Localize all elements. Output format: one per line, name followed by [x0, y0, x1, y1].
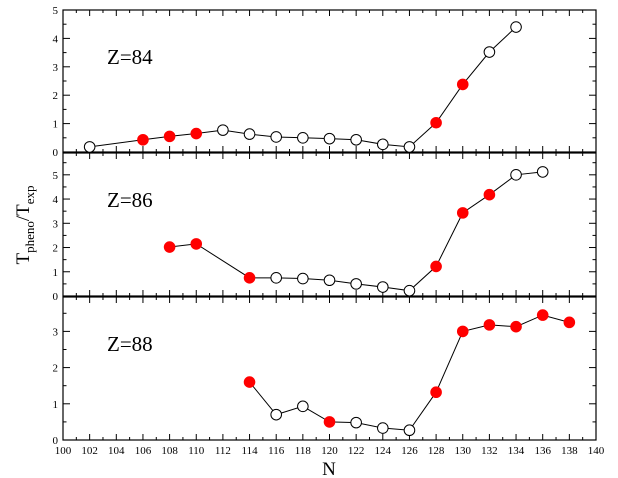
x-axis: 100 102 104 106 108 110 112 114 116 118 120 122 124 1… — [55, 445, 605, 457]
x-tick-label: 122 — [348, 445, 365, 457]
data-point-filled — [510, 320, 522, 333]
data-point-filled — [430, 386, 442, 399]
series-line — [89, 26, 517, 148]
x-tick-label: 100 — [55, 445, 72, 457]
x-tick-label: 120 — [321, 445, 338, 457]
data-point-open — [483, 46, 496, 58]
data-point-open — [403, 424, 416, 437]
panel-3: 0 1 2 3 Z=88 — [53, 296, 597, 447]
x-tick-label: 130 — [455, 445, 472, 457]
x-tick-label: 114 — [242, 445, 259, 457]
data-point-filled — [483, 188, 496, 201]
data-point-filled — [456, 207, 469, 219]
data-point-open — [403, 141, 416, 153]
data-point-open — [536, 166, 549, 178]
x-tick-label: 136 — [534, 445, 551, 457]
data-point-open — [217, 124, 229, 136]
data-point-open — [297, 272, 309, 285]
y-tick-label: 3 — [53, 218, 59, 230]
data-point-open — [243, 128, 256, 140]
x-tick-label: 102 — [81, 445, 98, 457]
data-point-filled — [163, 130, 176, 143]
x-tick-label: 118 — [295, 445, 312, 457]
data-point-filled — [563, 316, 576, 329]
x-tick-label: 138 — [561, 445, 578, 457]
data-point-filled — [163, 241, 176, 253]
data-point-filled — [536, 309, 549, 321]
x-tick-label: 134 — [508, 445, 525, 457]
x-tick-label: 126 — [401, 445, 418, 457]
x-tick-label: 106 — [135, 445, 152, 457]
y-tick-label: 2 — [53, 363, 59, 375]
data-point-filled — [190, 238, 203, 250]
data-point-filled — [456, 325, 469, 338]
data-point-filled — [430, 260, 442, 273]
data-point-open — [323, 274, 336, 287]
y-tick-label: 1 — [53, 267, 59, 279]
data-point-open — [377, 138, 389, 151]
data-point-filled — [190, 127, 203, 140]
data-point-open — [83, 141, 96, 153]
x-tick-label: 140 — [588, 445, 605, 457]
series-line — [249, 314, 570, 431]
panel-label: Z=88 — [107, 332, 153, 356]
y-tick-label: 3 — [53, 326, 59, 338]
data-point-filled — [243, 376, 256, 388]
data-point-open — [350, 133, 362, 146]
y-tick-label: 5 — [53, 170, 59, 182]
data-point-open — [297, 132, 309, 144]
x-tick-label: 124 — [375, 445, 392, 457]
x-tick-label: 132 — [481, 445, 498, 457]
x-axis-title: N — [322, 459, 336, 478]
data-point-open — [377, 281, 389, 293]
data-point-open — [270, 131, 283, 143]
data-point-open — [377, 422, 389, 434]
y-tick-label: 3 — [53, 62, 59, 74]
data-point-open — [350, 416, 362, 429]
data-point-open — [270, 272, 283, 284]
x-tick-label: 116 — [268, 445, 285, 457]
y-axis-title-sub-exp: exp — [22, 185, 37, 204]
data-point-filled — [243, 272, 256, 284]
y-tick-label: 1 — [53, 399, 59, 411]
x-tick-label: 112 — [215, 445, 231, 457]
data-point-open — [350, 278, 362, 290]
y-tick-label: 4 — [53, 194, 59, 206]
panel-label: Z=84 — [107, 45, 153, 69]
y-axis-title-main: T — [13, 253, 34, 265]
data-point-open — [403, 284, 416, 297]
data-point-open — [270, 408, 283, 421]
data-point-filled — [430, 116, 442, 129]
panel-2: 0 1 2 3 4 5 Z=86 — [53, 152, 597, 303]
x-tick-label: 104 — [108, 445, 125, 457]
data-point-filled — [456, 78, 469, 91]
data-point-open — [323, 132, 336, 145]
y-tick-label: 2 — [53, 90, 59, 102]
panel-1: 0 1 2 3 4 5 Z=84 — [53, 5, 597, 159]
y-axis-title-mid: /T — [13, 204, 34, 221]
data-point-open — [510, 21, 522, 33]
y-tick-label: 0 — [53, 147, 59, 159]
panels-layer: 0 1 2 3 4 5 Z=84 0 1 2 3 4 5 Z=86 0 1 2 3 Z=88 — [53, 5, 597, 447]
panel-label: Z=86 — [107, 188, 153, 212]
y-tick-label: 2 — [53, 243, 59, 255]
data-point-open — [510, 169, 522, 181]
y-tick-label: 4 — [53, 33, 59, 45]
data-point-filled — [323, 416, 336, 428]
data-point-filled — [483, 319, 496, 331]
y-tick-label: 1 — [53, 119, 59, 131]
y-axis-title: Tpheno/Texp — [13, 185, 37, 264]
y-tick-label: 0 — [53, 435, 59, 447]
y-tick-label: 0 — [53, 291, 59, 303]
x-tick-label: 108 — [161, 445, 178, 457]
data-point-open — [297, 400, 309, 413]
y-tick-label: 5 — [53, 5, 59, 17]
x-tick-label: 110 — [188, 445, 205, 457]
x-tick-label: 128 — [428, 445, 445, 457]
data-point-filled — [137, 133, 149, 146]
y-axis-title-sub-pheno: pheno — [22, 221, 37, 253]
